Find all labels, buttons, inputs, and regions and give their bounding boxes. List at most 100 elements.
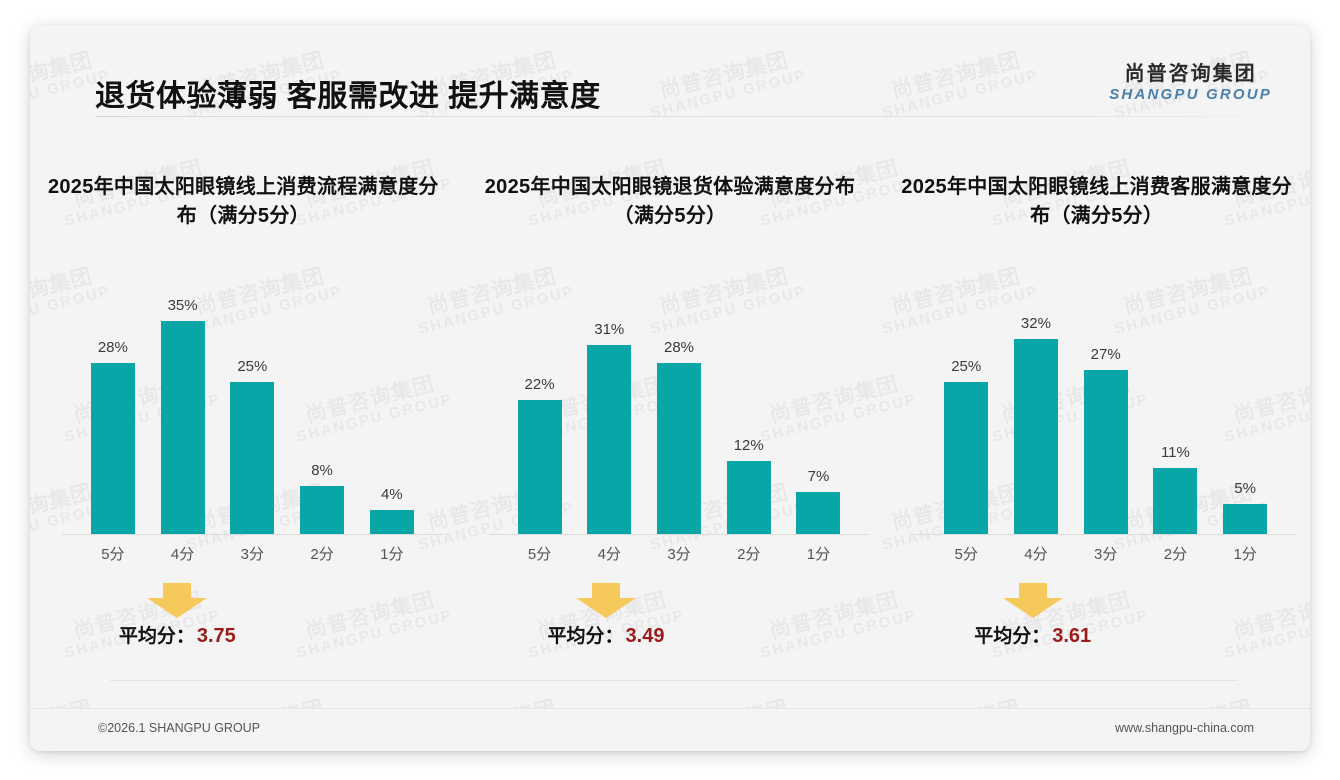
bar-value-label: 27% [1090, 346, 1121, 363]
bar[interactable] [1013, 339, 1058, 535]
bar-slot: 31% [574, 290, 644, 535]
bar-slot: 11% [1141, 290, 1211, 535]
bar-slot: 8% [287, 290, 357, 535]
bar-value-label: 25% [237, 358, 268, 375]
bar[interactable] [300, 486, 345, 535]
plot-area: 25% 32% 27% 11% 5% [915, 290, 1297, 535]
average-label: 平均分： [974, 626, 1051, 647]
bar-value-label: 22% [524, 376, 555, 393]
bar-value-label: 11% [1160, 444, 1190, 461]
x-axis-tick-label: 2分 [310, 546, 334, 563]
bar[interactable] [726, 461, 771, 535]
slide-footer: ©2026.1 SHANGPU GROUP www.shangpu-china.… [30, 708, 1310, 751]
average-score-text: 平均分： 3.61 [883, 621, 1182, 648]
bar[interactable] [796, 492, 841, 535]
logo-text-en: SHANGPU GROUP [1109, 86, 1272, 103]
bar-value-label: 5% [1234, 480, 1256, 497]
average-annotation: 平均分： 3.49 [457, 583, 884, 648]
x-axis-line [488, 534, 870, 535]
bar[interactable] [657, 363, 701, 535]
x-axis-tick-label: 3分 [667, 546, 691, 563]
bar-slot: 27% [1071, 290, 1141, 535]
x-axis-tick-label: 4分 [1024, 546, 1048, 563]
x-axis-labels: 5分 4分 3分 2分 1分 [931, 543, 1280, 564]
bar-value-label: 35% [167, 297, 198, 314]
x-axis-tick-label: 1分 [1233, 546, 1257, 563]
x-axis-tick-label: 1分 [806, 546, 831, 563]
page-title: 退货体验薄弱 客服需改进 提升满意度 [95, 80, 601, 113]
bar[interactable] [230, 382, 275, 535]
chart-panel-3: 2025年中国太阳眼镜线上消费客服满意度分布（满分5分） 25% 32% 27% 11%… [883, 145, 1310, 675]
arrow-container [30, 583, 325, 621]
chart-title: 2025年中国太阳眼镜线上消费客服满意度分布（满分5分） [901, 176, 1293, 227]
company-logo: 尚普咨询集团 SHANGPU GROUP [1109, 63, 1272, 103]
bar-slot: 28% [644, 290, 714, 535]
average-value: 3.49 [625, 625, 665, 647]
x-axis-line [62, 534, 443, 535]
x-axis-labels: 5分 4分 3分 2分 1分 [78, 543, 427, 564]
average-label: 平均分： [118, 626, 195, 647]
x-axis-tick-label: 1分 [380, 546, 404, 563]
chart-panel-1: 2025年中国太阳眼镜线上消费流程满意度分布（满分5分） 28% 35% 25% 8% 4… [30, 145, 457, 675]
bar[interactable] [944, 382, 989, 535]
bar[interactable] [517, 400, 562, 535]
charts-container: 2025年中国太阳眼镜线上消费流程满意度分布（满分5分） 28% 35% 25% 8% 4… [30, 145, 1310, 675]
down-arrow-icon [145, 583, 209, 624]
x-axis-tick-label: 3分 [240, 546, 264, 563]
x-axis-line [915, 534, 1297, 535]
bar-slot: 35% [148, 290, 218, 535]
average-annotation: 平均分： 3.61 [883, 583, 1310, 648]
copyright-text: ©2026.1 SHANGPU GROUP [98, 721, 261, 735]
bar-slot: 22% [505, 290, 575, 535]
bar-value-label: 7% [807, 468, 830, 485]
bar-slot: 4% [357, 290, 427, 535]
header-divider [95, 116, 1245, 117]
average-annotation: 平均分： 3.75 [30, 583, 457, 648]
bar-group: 28% 35% 25% 8% 4% [78, 290, 427, 535]
x-axis-tick-label: 5分 [954, 546, 978, 563]
bar[interactable] [369, 510, 414, 535]
bar-slot: 25% [217, 290, 287, 535]
website-text[interactable]: www.shangpu-china.com [1115, 721, 1254, 735]
average-score-text: 平均分： 3.75 [30, 621, 325, 648]
bar-slot: 25% [931, 290, 1001, 535]
x-axis-labels: 5分 4分 3分 2分 1分 [505, 543, 854, 564]
x-axis-tick-label: 5分 [527, 546, 552, 563]
bar-slot: 12% [714, 290, 784, 535]
plot-area: 22% 31% 28% 12% 7% [488, 290, 870, 535]
x-axis-tick-label: 2分 [737, 546, 761, 563]
bar-value-label: 28% [663, 339, 695, 356]
plot-area: 28% 35% 25% 8% 4% [62, 290, 443, 535]
bar-value-label: 4% [380, 486, 403, 503]
bar-value-label: 31% [594, 321, 625, 338]
chart-title: 2025年中国太阳眼镜退货体验满意度分布（满分5分） [484, 176, 856, 227]
x-axis-tick-label: 2分 [1163, 546, 1188, 563]
average-score-text: 平均分： 3.49 [457, 621, 756, 648]
down-arrow-icon [1001, 583, 1065, 624]
bar[interactable] [587, 345, 632, 535]
bar[interactable] [1153, 468, 1198, 535]
logo-text-cn: 尚普咨询集团 [1124, 63, 1257, 85]
bar[interactable] [160, 321, 205, 535]
average-value: 3.61 [1052, 625, 1092, 647]
footnote-divider [110, 680, 1238, 681]
bar[interactable] [1223, 504, 1268, 535]
bar-group: 22% 31% 28% 12% 7% [505, 290, 854, 535]
x-axis-tick-label: 5分 [101, 546, 125, 563]
bar-slot: 28% [78, 290, 148, 535]
bar-group: 25% 32% 27% 11% 5% [931, 290, 1280, 535]
bar-value-label: 25% [951, 358, 982, 375]
bar-slot: 5% [1210, 290, 1280, 535]
average-label: 平均分： [547, 626, 624, 647]
bar-value-label: 32% [1020, 315, 1051, 332]
bar[interactable] [90, 363, 135, 535]
bar[interactable] [1083, 370, 1128, 535]
bar-value-label: 28% [97, 339, 128, 356]
arrow-container [457, 583, 756, 621]
bar-slot: 32% [1001, 290, 1071, 535]
x-axis-tick-label: 4分 [597, 546, 621, 563]
average-value: 3.75 [196, 625, 236, 647]
x-axis-tick-label: 4分 [170, 546, 195, 563]
chart-title: 2025年中国太阳眼镜线上消费流程满意度分布（满分5分） [47, 176, 439, 227]
